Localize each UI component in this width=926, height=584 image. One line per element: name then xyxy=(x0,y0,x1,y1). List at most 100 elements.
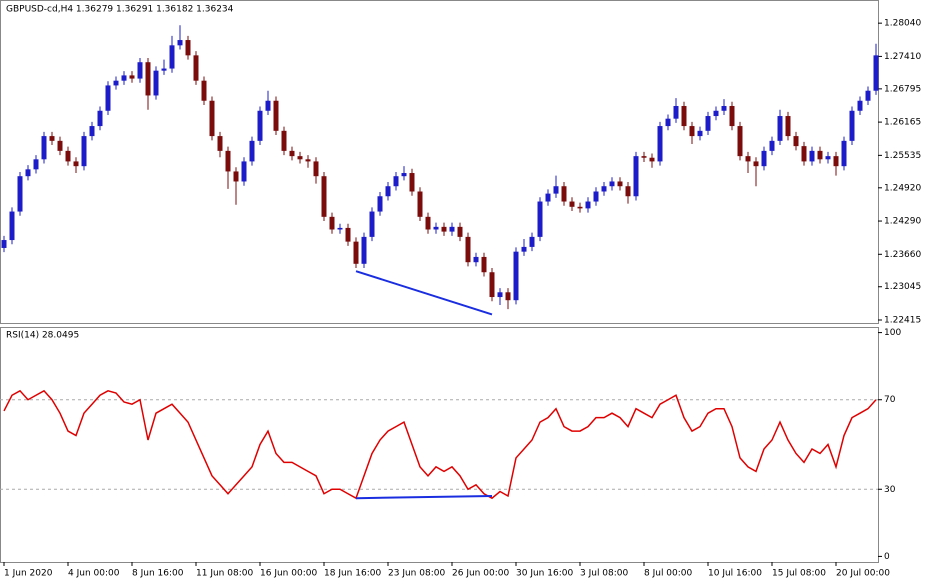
candle-body xyxy=(833,156,839,167)
candle-body xyxy=(57,140,63,151)
candle-body xyxy=(633,156,639,197)
candle-body xyxy=(289,150,295,157)
chart-title: GBPUSD-cd,H4 1.36279 1.36291 1.36182 1.3… xyxy=(6,5,234,15)
candle-body xyxy=(585,201,591,209)
candle-body xyxy=(641,156,647,158)
x-tick-label: 3 Jul 08:00 xyxy=(580,569,629,579)
candle-body xyxy=(113,80,119,86)
candle-body xyxy=(409,173,415,192)
candle-body xyxy=(865,90,871,101)
candle-body xyxy=(705,116,711,131)
candle-body xyxy=(161,68,167,71)
candle-body xyxy=(385,186,391,197)
candle-body xyxy=(377,196,383,212)
y-tick-label: 0 xyxy=(884,552,890,562)
x-tick-label: 23 Jun 08:00 xyxy=(388,569,445,579)
candle-body xyxy=(393,176,399,187)
candle-body xyxy=(145,62,151,96)
x-tick-label: 30 Jun 16:00 xyxy=(516,569,573,579)
candle-body xyxy=(297,156,303,160)
candle-body xyxy=(1,240,7,248)
indicator-title: RSI(14) 28.0495 xyxy=(6,331,79,341)
y-tick-label: 1.23660 xyxy=(884,250,921,260)
candle-body xyxy=(513,251,519,301)
candle-body xyxy=(193,55,199,81)
candle-body xyxy=(449,226,455,232)
candle-body xyxy=(33,159,39,170)
candle-body xyxy=(657,126,663,162)
candle-body xyxy=(265,100,271,111)
candle-body xyxy=(601,186,607,192)
candle-body xyxy=(753,161,759,167)
candle-body xyxy=(561,186,567,202)
x-tick-label: 10 Jul 16:00 xyxy=(708,569,762,579)
candle-body xyxy=(761,150,767,167)
candle-body xyxy=(81,136,87,167)
candle-body xyxy=(201,80,207,101)
candle-body xyxy=(121,75,127,81)
candle-body xyxy=(25,169,31,177)
y-tick-label: 1.24920 xyxy=(884,183,921,193)
y-tick-label: 1.26165 xyxy=(884,118,921,128)
candle-body xyxy=(505,292,511,301)
candle-body xyxy=(697,130,703,137)
x-tick-label: 1 Jun 2020 xyxy=(4,569,53,579)
candle-body xyxy=(649,157,655,162)
candle-body xyxy=(817,150,823,160)
candle-body xyxy=(481,256,487,273)
candle-body xyxy=(425,216,431,230)
candle-body xyxy=(497,292,503,298)
candle-body xyxy=(809,150,815,162)
candle-body xyxy=(489,272,495,298)
candle-body xyxy=(569,201,575,207)
candle-body xyxy=(729,106,735,127)
candle-body xyxy=(337,227,343,230)
candle-body xyxy=(249,140,255,162)
candle-body xyxy=(745,156,751,162)
candle-body xyxy=(689,126,695,137)
candle-body xyxy=(825,156,831,160)
candle-body xyxy=(321,176,327,217)
candle-body xyxy=(417,191,423,217)
candle-body xyxy=(41,136,47,160)
candle-body xyxy=(281,130,287,151)
y-tick-label: 30 xyxy=(884,485,896,495)
candle-body xyxy=(49,136,55,141)
candle-body xyxy=(545,193,551,202)
y-tick-label: 70 xyxy=(884,395,896,405)
candle-body xyxy=(137,62,143,79)
x-tick-label: 20 Jul 00:00 xyxy=(836,569,890,579)
y-tick-label: 100 xyxy=(884,328,901,338)
candle-body xyxy=(257,110,263,141)
candle-body xyxy=(433,226,439,230)
candle-body xyxy=(769,140,775,151)
candle-body xyxy=(441,226,447,232)
candle-body xyxy=(801,146,807,162)
candle-body xyxy=(473,256,479,263)
trendline xyxy=(355,494,493,500)
y-tick-label: 1.23045 xyxy=(884,282,921,292)
candle-body xyxy=(273,100,279,131)
candle-body xyxy=(673,106,679,119)
candle-body xyxy=(153,70,159,96)
candle-body xyxy=(553,186,559,194)
candle-body xyxy=(241,161,247,182)
candle-body xyxy=(857,100,863,111)
rsi-line xyxy=(3,389,877,500)
x-tick-label: 8 Jul 00:00 xyxy=(644,569,693,579)
candle-body xyxy=(537,201,543,237)
candle-body xyxy=(233,171,239,182)
candle-body xyxy=(457,226,463,237)
x-tick-label: 8 Jun 16:00 xyxy=(132,569,184,579)
candle-body xyxy=(681,106,687,127)
candle-body xyxy=(529,236,535,247)
x-tick-label: 11 Jun 08:00 xyxy=(196,569,253,579)
candle-body xyxy=(73,161,79,167)
x-tick-label: 15 Jul 08:00 xyxy=(772,569,826,579)
candle-body xyxy=(593,191,599,202)
main-panel xyxy=(0,0,879,324)
candle-body xyxy=(361,236,367,264)
candle-body xyxy=(841,140,847,167)
y-tick-label: 1.28040 xyxy=(884,19,921,29)
